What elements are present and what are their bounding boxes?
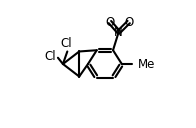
Text: Cl: Cl xyxy=(45,50,56,63)
Text: O: O xyxy=(124,15,133,29)
Text: N: N xyxy=(114,26,123,39)
Text: Me: Me xyxy=(138,57,155,71)
Text: O: O xyxy=(105,15,114,29)
Text: Cl: Cl xyxy=(60,38,72,50)
